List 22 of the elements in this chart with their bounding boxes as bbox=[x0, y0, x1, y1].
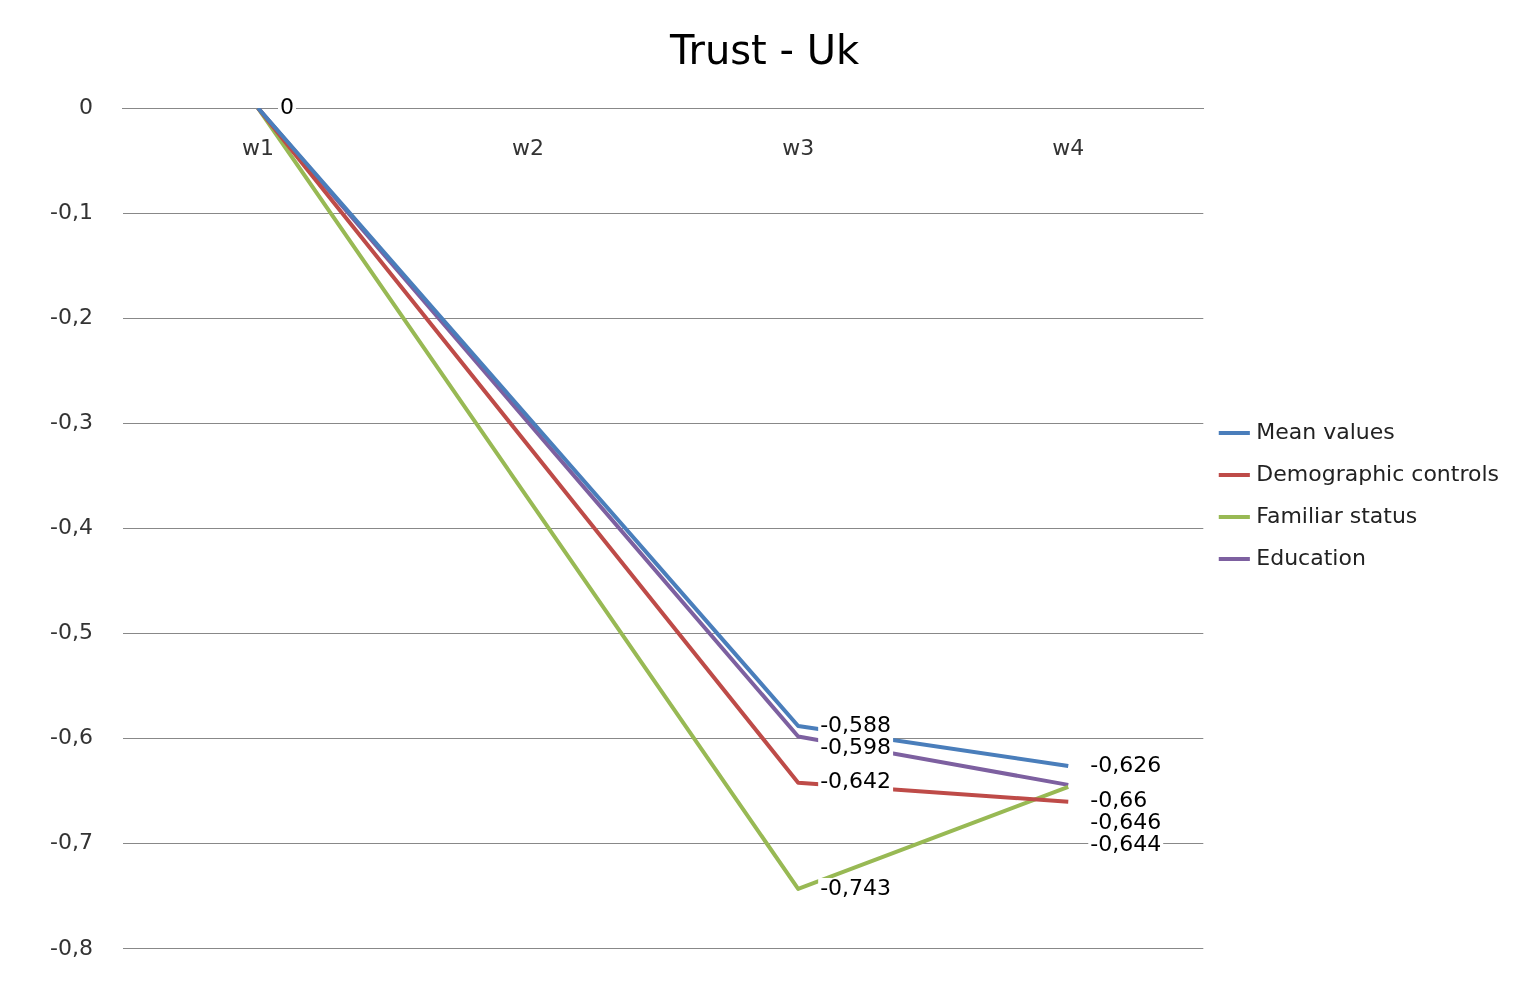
y-tick-label: -0,4 bbox=[49, 514, 93, 540]
data-label: -0,626 bbox=[1090, 751, 1162, 777]
y-tick-label: -0,7 bbox=[49, 829, 93, 855]
chart-title: Trust - Uk bbox=[668, 27, 860, 74]
x-tick-label: w3 bbox=[782, 134, 815, 160]
y-tick-label: -0,8 bbox=[49, 934, 93, 960]
y-tick-label: 0 bbox=[78, 93, 93, 119]
legend-label: Familiar status bbox=[1256, 502, 1418, 528]
y-tick-label: -0,1 bbox=[49, 198, 93, 224]
data-label: -0,642 bbox=[820, 768, 892, 794]
y-tick-label: -0,6 bbox=[49, 724, 93, 750]
x-tick-label: w1 bbox=[241, 134, 274, 160]
y-tick-label: -0,2 bbox=[49, 303, 93, 329]
data-label: 0 bbox=[279, 93, 294, 119]
y-tick-label: -0,5 bbox=[49, 619, 93, 645]
x-tick-label: w2 bbox=[512, 134, 545, 160]
legend-label: Demographic controls bbox=[1256, 460, 1499, 486]
y-tick-label: -0,3 bbox=[49, 409, 93, 435]
x-tick-label: w4 bbox=[1052, 134, 1085, 160]
legend-label: Education bbox=[1256, 544, 1366, 570]
legend-label: Mean values bbox=[1256, 418, 1395, 444]
data-label: -0,743 bbox=[820, 874, 892, 900]
